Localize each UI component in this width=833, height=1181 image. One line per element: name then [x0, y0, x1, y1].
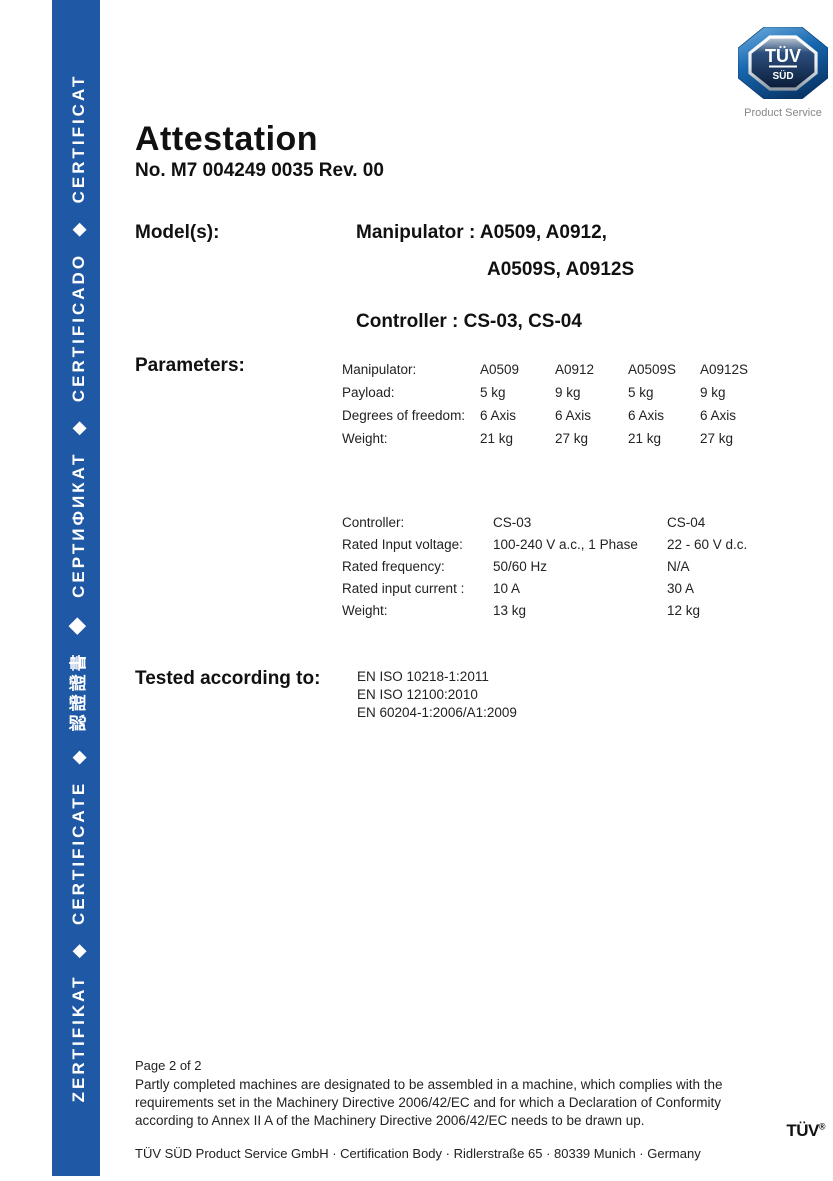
table-cell: N/A: [667, 559, 690, 574]
certificate-number: No. M7 004249 0035 Rev. 00: [135, 160, 384, 181]
tested-according-label: Tested according to:: [135, 668, 321, 689]
controller-parameters-table: Controller: CS-03 CS-04 Rated Input volt…: [342, 515, 747, 625]
table-cell: 6 Axis: [628, 408, 665, 423]
table-row-label: Manipulator:: [342, 362, 417, 377]
table-row-label: Rated Input voltage:: [342, 537, 463, 552]
table-cell: 10 A: [493, 581, 521, 596]
certificate-band-text-box: ZERTIFIKAT ◆ CERTIFICATE ◆ 認證證書 ◆ СЕРТИФ…: [52, 0, 100, 1176]
table-cell: 50/60 Hz: [493, 559, 548, 574]
table-row-label: Weight:: [342, 603, 388, 618]
table-cell: CS-03: [493, 515, 532, 530]
standards-list: EN ISO 10218-1:2011 EN ISO 12100:2010 EN…: [357, 669, 517, 720]
table-cell: CS-04: [667, 515, 706, 530]
manipulator-models-line2: A0509S, A0912S: [487, 259, 635, 280]
logo-caption: Product Service: [744, 107, 822, 119]
table-cell: 100-240 V a.c., 1 Phase: [493, 537, 638, 552]
table-cell: 30 A: [667, 581, 695, 596]
table-cell: 9 kg: [555, 385, 581, 400]
company-address-line: TÜV SÜD Product Service GmbH · Certifica…: [135, 1146, 701, 1161]
table-cell: 6 Axis: [700, 408, 737, 423]
table-cell: 27 kg: [555, 431, 589, 446]
table-row-label: Rated frequency:: [342, 559, 445, 574]
table-cell: 5 kg: [628, 385, 654, 400]
tuv-wordmark: TÜV®: [786, 1121, 825, 1141]
certificate-band-text: ZERTIFIKAT ◆ CERTIFICATE ◆ 認證證書 ◆ СЕРТИФ…: [68, 73, 88, 1103]
table-cell: 27 kg: [700, 431, 734, 446]
table-cell: 21 kg: [480, 431, 514, 446]
table-row-label: Weight:: [342, 431, 388, 446]
logo-sud-text: SÜD: [772, 69, 793, 82]
table-cell: 5 kg: [480, 385, 506, 400]
registered-trademark-symbol: ®: [818, 1121, 826, 1132]
table-cell: 9 kg: [700, 385, 726, 400]
table-cell: A0509: [480, 362, 520, 377]
manipulator-models-line1: Manipulator : A0509, A0912,: [356, 222, 607, 243]
logo-divider: [769, 65, 797, 68]
certificate-band: [52, 0, 100, 1176]
footer-note: Partly completed machines are designated…: [135, 1077, 723, 1128]
table-cell: 13 kg: [493, 603, 527, 618]
tuv-sud-octagon-icon: TÜV SÜD: [737, 26, 829, 100]
table-cell: 22 - 60 V d.c.: [667, 537, 748, 552]
models-label: Model(s):: [135, 222, 220, 243]
page-number: Page 2 of 2: [135, 1058, 202, 1073]
tuv-sud-logo: TÜV SÜD Product Service: [737, 26, 829, 119]
table-cell: A0912: [555, 362, 595, 377]
manipulator-parameters-table: Manipulator: A0509 A0912 A0509S A0912S P…: [342, 362, 748, 454]
table-cell: 6 Axis: [555, 408, 592, 423]
table-cell: 6 Axis: [480, 408, 517, 423]
table-row-label: Controller:: [342, 515, 405, 530]
table-row-label: Payload:: [342, 385, 395, 400]
page-title: Attestation: [135, 120, 319, 158]
tuv-wordmark-text: TÜV: [786, 1121, 819, 1140]
table-cell: 21 kg: [628, 431, 662, 446]
table-row-label: Rated input current :: [342, 581, 465, 596]
parameters-label: Parameters:: [135, 355, 245, 376]
controller-models-line: Controller : CS-03, CS-04: [356, 311, 582, 332]
table-cell: A0912S: [700, 362, 749, 377]
table-cell: 12 kg: [667, 603, 701, 618]
logo-tuv-text: TÜV: [765, 46, 801, 66]
table-cell: A0509S: [628, 362, 677, 377]
table-row-label: Degrees of freedom:: [342, 408, 466, 423]
